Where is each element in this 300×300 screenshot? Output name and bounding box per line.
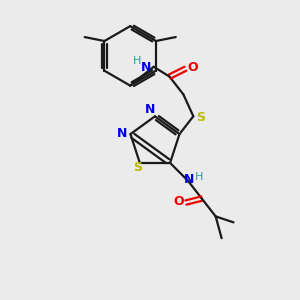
Text: N: N	[141, 61, 151, 74]
Text: H: H	[195, 172, 203, 182]
Text: S: S	[133, 161, 142, 174]
Text: O: O	[187, 61, 198, 74]
Text: N: N	[117, 127, 128, 140]
Text: O: O	[174, 195, 184, 208]
Text: S: S	[196, 111, 205, 124]
Text: N: N	[184, 173, 194, 186]
Text: N: N	[145, 103, 155, 116]
Text: H: H	[133, 56, 141, 66]
